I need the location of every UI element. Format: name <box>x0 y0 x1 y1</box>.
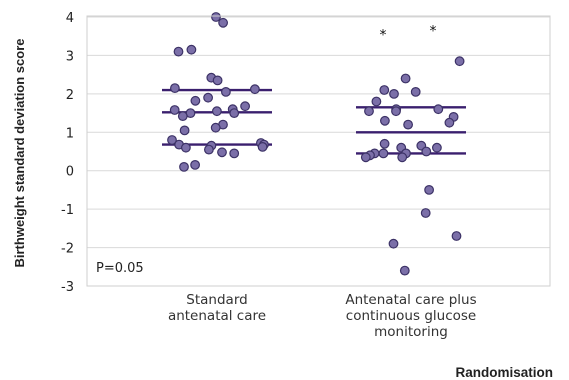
data-point <box>218 17 229 28</box>
category-label: monitoring <box>374 324 448 340</box>
data-point <box>454 56 465 67</box>
p-value-annotation: P=0.05 <box>96 261 144 276</box>
data-point <box>451 231 462 241</box>
data-point <box>220 86 231 97</box>
data-point <box>379 85 390 95</box>
plot-border <box>86 15 551 287</box>
data-point <box>444 117 455 128</box>
data-point <box>180 142 191 153</box>
data-point <box>432 142 442 153</box>
y-tick-label: 0 <box>66 165 74 180</box>
data-point <box>167 135 177 145</box>
data-point <box>169 83 180 93</box>
data-point <box>364 106 374 117</box>
data-point <box>399 265 410 276</box>
outlier-marker: * <box>430 24 437 40</box>
data-point <box>388 238 399 249</box>
data-point <box>371 96 382 107</box>
data-point <box>177 111 188 121</box>
data-point <box>212 75 223 86</box>
y-axis-label: Birthweight standard deviation score <box>12 39 27 268</box>
data-point <box>190 159 201 170</box>
y-tick-label: -3 <box>61 280 74 295</box>
data-point <box>378 148 389 159</box>
data-point <box>203 92 214 103</box>
data-point <box>211 12 221 22</box>
data-point <box>179 125 190 136</box>
data-point <box>410 86 421 97</box>
data-point <box>240 101 251 112</box>
data-point <box>380 115 390 126</box>
data-point <box>379 138 390 149</box>
data-point <box>433 104 444 115</box>
data-point <box>391 106 401 117</box>
data-point <box>179 161 189 172</box>
data-point <box>190 95 201 106</box>
x-axis-label: Randomisation <box>455 365 553 380</box>
category-label: antenatal care <box>168 308 266 324</box>
data-point <box>421 146 432 157</box>
y-tick-label: 2 <box>66 88 74 103</box>
data-point <box>169 105 180 115</box>
data-point <box>229 108 240 118</box>
data-point <box>203 144 214 155</box>
data-point <box>424 184 435 195</box>
data-point <box>249 84 260 95</box>
data-point <box>210 122 221 133</box>
data-point <box>173 46 184 57</box>
data-point <box>229 148 240 159</box>
outlier-marker: * <box>380 27 387 43</box>
category-label: Antenatal care plus <box>345 292 476 308</box>
data-point <box>397 152 408 163</box>
y-tick-label: 1 <box>66 126 74 141</box>
data-point <box>403 119 414 130</box>
y-tick-label: 3 <box>66 49 74 64</box>
category-label: continuous glucose <box>346 308 476 324</box>
y-tick-label: -2 <box>61 242 74 257</box>
y-tick-label: 4 <box>66 11 74 26</box>
category-label: Standard <box>186 292 247 308</box>
data-point <box>211 106 222 117</box>
data-point <box>420 208 431 218</box>
data-point <box>400 73 411 84</box>
data-point <box>186 44 197 55</box>
y-tick-label: -1 <box>61 203 74 218</box>
data-point <box>360 152 371 163</box>
data-point <box>217 147 227 158</box>
data-point <box>389 88 399 99</box>
data-point <box>257 141 268 152</box>
